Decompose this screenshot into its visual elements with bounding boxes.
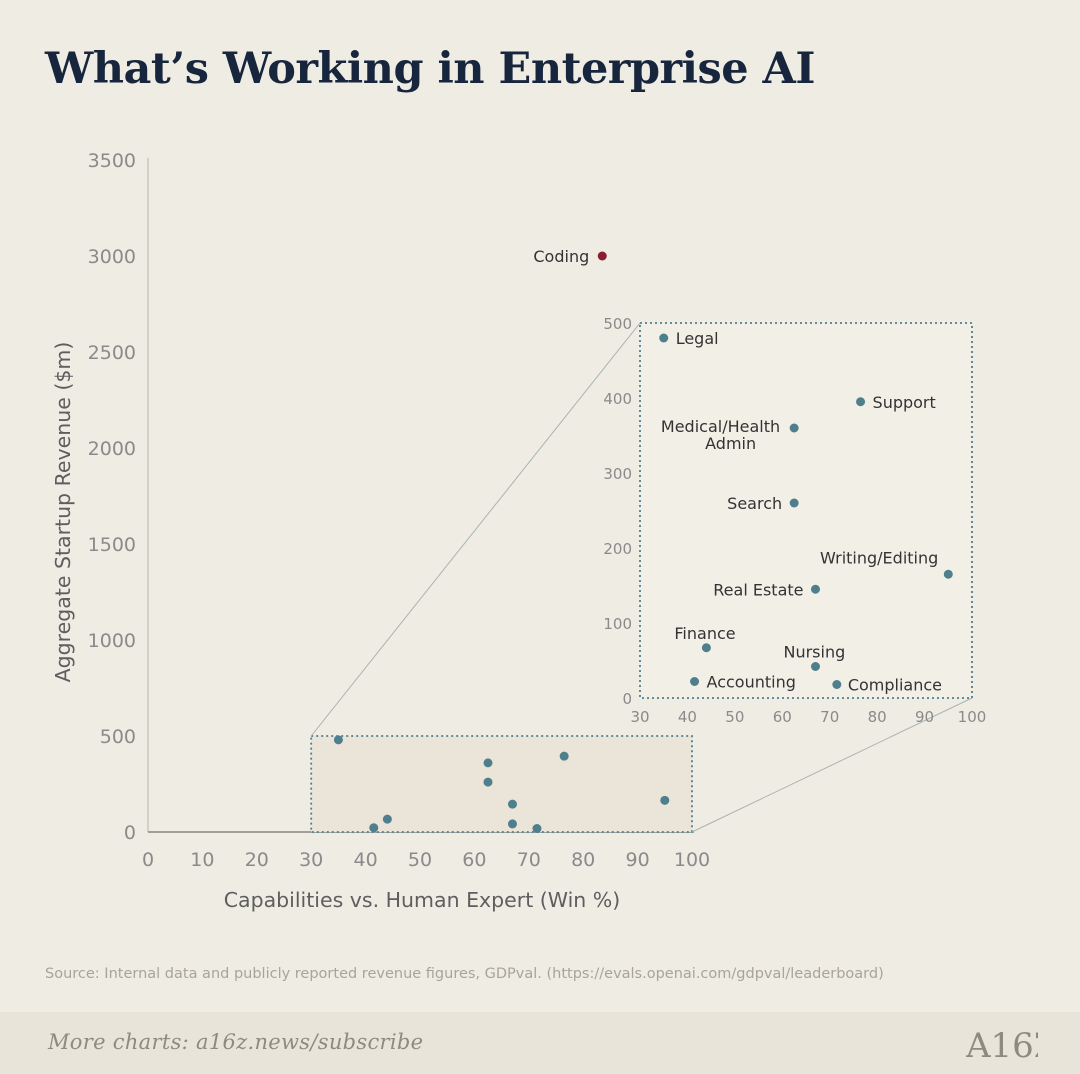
point-label: Accounting [707, 673, 796, 692]
x-tick-label: 20 [245, 849, 269, 871]
data-point [483, 758, 493, 768]
point-label: Writing/Editing [820, 548, 938, 567]
inset-y-tick-label: 0 [622, 690, 632, 708]
data-point [507, 799, 517, 809]
inset-data-point [856, 397, 866, 407]
x-tick-label: 10 [190, 849, 214, 871]
inset-x-tick-label: 50 [725, 708, 744, 726]
data-point [369, 823, 379, 833]
point-label: Coding [533, 247, 589, 266]
y-tick-label: 1000 [88, 630, 136, 652]
data-point [333, 735, 343, 745]
a16z-logo: A16Z [966, 1026, 1038, 1062]
inset-data-point [690, 677, 700, 686]
x-tick-label: 80 [571, 849, 595, 871]
inset-x-tick-label: 90 [915, 708, 934, 726]
inset-data-point [810, 584, 820, 594]
y-tick-label: 0 [124, 822, 136, 844]
chart-title: What’s Working in Enterprise AI [45, 44, 816, 94]
point-label: Support [873, 393, 936, 412]
y-axis-label: Aggregate Startup Revenue ($m) [51, 342, 75, 683]
inset-data-point [810, 662, 820, 671]
inset-y-tick-label: 500 [603, 315, 632, 333]
footer: More charts: a16z.news/subscribe A16Z [0, 1012, 1080, 1074]
inset-x-tick-label: 40 [678, 708, 697, 726]
x-tick-label: 70 [517, 849, 541, 871]
data-point [660, 795, 670, 805]
inset-x-tick-label: 100 [958, 708, 987, 726]
data-point [483, 777, 493, 787]
y-tick-label: 2000 [88, 438, 136, 460]
x-tick-label: 50 [408, 849, 432, 871]
point-label: Medical/Health Admin [661, 417, 780, 453]
data-point [532, 824, 542, 834]
inset-x-tick-label: 30 [630, 708, 649, 726]
inset-y-tick-label: 200 [603, 540, 632, 558]
x-tick-label: 40 [354, 849, 378, 871]
point-label: Real Estate [713, 580, 803, 599]
point-label: Nursing [783, 643, 845, 662]
zoom-region-box [310, 735, 693, 833]
x-tick-label: 0 [142, 849, 154, 871]
data-point [382, 814, 392, 824]
inset-y-tick-label: 100 [603, 615, 632, 633]
inset-data-point [832, 680, 842, 689]
point-label: Finance [674, 624, 735, 643]
inset-data-point [659, 333, 669, 343]
x-axis-label: Capabilities vs. Human Expert (Win %) [224, 888, 621, 912]
connector-line [310, 322, 641, 737]
point-label: Search [727, 494, 782, 513]
y-tick-label: 500 [100, 726, 136, 748]
x-tick-label: 100 [674, 849, 710, 871]
inset-y-tick-label: 300 [603, 465, 632, 483]
inset-data-point [789, 423, 799, 433]
inset-x-tick-label: 60 [773, 708, 792, 726]
data-point [597, 251, 607, 261]
x-tick-label: 60 [462, 849, 486, 871]
x-tick-label: 30 [299, 849, 323, 871]
y-tick-label: 3000 [88, 246, 136, 268]
inset-x-tick-label: 80 [868, 708, 887, 726]
inset-data-point [943, 569, 953, 579]
source-note: Source: Internal data and publicly repor… [45, 966, 884, 982]
point-label: Compliance [848, 676, 942, 695]
inset-box [639, 322, 973, 699]
inset-x-tick-label: 70 [820, 708, 839, 726]
y-tick-label: 1500 [88, 534, 136, 556]
x-tick-label: 90 [626, 849, 650, 871]
y-tick-label: 3500 [88, 150, 136, 172]
inset-y-tick-label: 400 [603, 390, 632, 408]
data-point [507, 819, 517, 829]
connector-line [691, 697, 973, 833]
logo-text: A16Z [966, 1026, 1038, 1062]
subscribe-link[interactable]: More charts: a16z.news/subscribe [48, 1030, 424, 1054]
inset-data-point [701, 643, 711, 653]
point-label: Legal [676, 329, 719, 348]
data-point [559, 751, 569, 761]
y-tick-label: 2500 [88, 342, 136, 364]
inset-data-point [789, 498, 799, 508]
